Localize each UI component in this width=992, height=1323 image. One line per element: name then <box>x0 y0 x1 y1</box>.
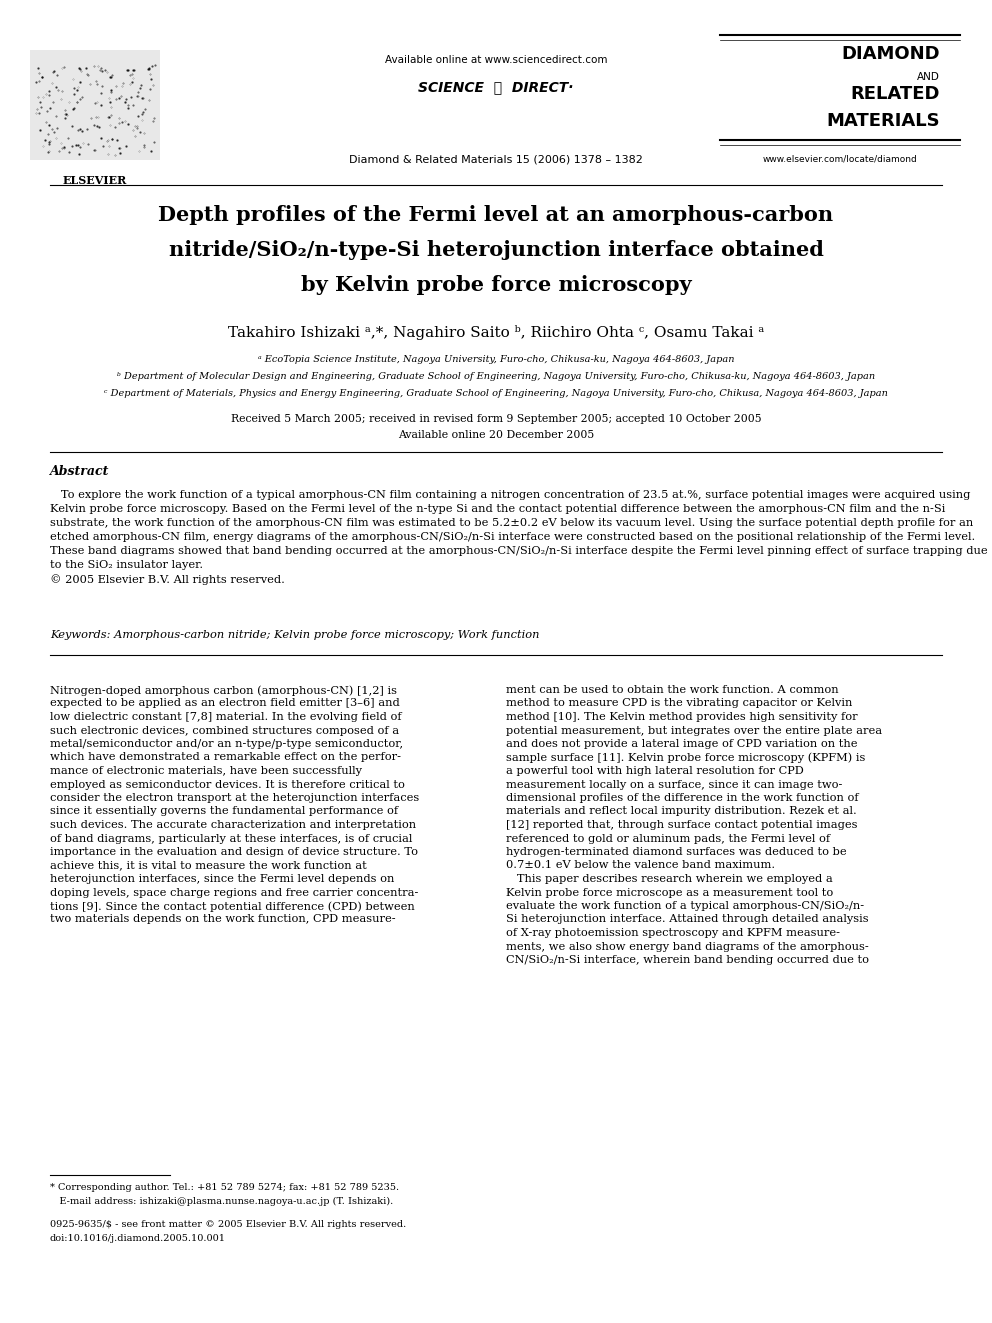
Text: of band diagrams, particularly at these interfaces, is of crucial: of band diagrams, particularly at these … <box>50 833 413 844</box>
Text: which have demonstrated a remarkable effect on the perfor-: which have demonstrated a remarkable eff… <box>50 753 401 762</box>
Text: and does not provide a lateral image of CPD variation on the: and does not provide a lateral image of … <box>506 740 857 749</box>
Text: hydrogen-terminated diamond surfaces was deduced to be: hydrogen-terminated diamond surfaces was… <box>506 847 846 857</box>
Text: referenced to gold or aluminum pads, the Fermi level of: referenced to gold or aluminum pads, the… <box>506 833 830 844</box>
Text: tions [9]. Since the contact potential difference (CPD) between: tions [9]. Since the contact potential d… <box>50 901 415 912</box>
Text: materials and reflect local impurity distribution. Rezek et al.: materials and reflect local impurity dis… <box>506 807 857 816</box>
Text: Nitrogen-doped amorphous carbon (amorphous-CN) [1,2] is: Nitrogen-doped amorphous carbon (amorpho… <box>50 685 397 696</box>
Text: such electronic devices, combined structures composed of a: such electronic devices, combined struct… <box>50 725 399 736</box>
Text: doping levels, space charge regions and free carrier concentra-: doping levels, space charge regions and … <box>50 888 419 897</box>
Text: This paper describes research wherein we employed a: This paper describes research wherein we… <box>506 875 832 884</box>
Text: potential measurement, but integrates over the entire plate area: potential measurement, but integrates ov… <box>506 725 882 736</box>
Text: CN/SiO₂/n-Si interface, wherein band bending occurred due to: CN/SiO₂/n-Si interface, wherein band ben… <box>506 955 869 964</box>
Text: Received 5 March 2005; received in revised form 9 September 2005; accepted 10 Oc: Received 5 March 2005; received in revis… <box>231 414 761 423</box>
Text: SCIENCE  ⓓ  DIRECT·: SCIENCE ⓓ DIRECT· <box>419 79 573 94</box>
Text: achieve this, it is vital to measure the work function at: achieve this, it is vital to measure the… <box>50 860 367 871</box>
Text: employed as semiconductor devices. It is therefore critical to: employed as semiconductor devices. It is… <box>50 779 405 790</box>
Text: Kelvin probe force microscope as a measurement tool to: Kelvin probe force microscope as a measu… <box>506 888 833 897</box>
Text: 0.7±0.1 eV below the valence band maximum.: 0.7±0.1 eV below the valence band maximu… <box>506 860 775 871</box>
Text: To explore the work function of a typical amorphous-CN film containing a nitroge: To explore the work function of a typica… <box>50 490 988 585</box>
Text: Available online at www.sciencedirect.com: Available online at www.sciencedirect.co… <box>385 56 607 65</box>
Text: importance in the evaluation and design of device structure. To: importance in the evaluation and design … <box>50 847 418 857</box>
Text: AND: AND <box>918 71 940 82</box>
FancyBboxPatch shape <box>30 50 160 160</box>
Text: ᶜ Department of Materials, Physics and Energy Engineering, Graduate School of En: ᶜ Department of Materials, Physics and E… <box>104 389 888 398</box>
Text: RELATED: RELATED <box>850 85 940 103</box>
Text: Available online 20 December 2005: Available online 20 December 2005 <box>398 430 594 441</box>
Text: by Kelvin probe force microscopy: by Kelvin probe force microscopy <box>301 275 691 295</box>
Text: measurement locally on a surface, since it can image two-: measurement locally on a surface, since … <box>506 779 842 790</box>
Text: ᵇ Department of Molecular Design and Engineering, Graduate School of Engineering: ᵇ Department of Molecular Design and Eng… <box>117 372 875 381</box>
Text: 0925-9635/$ - see front matter © 2005 Elsevier B.V. All rights reserved.: 0925-9635/$ - see front matter © 2005 El… <box>50 1220 407 1229</box>
Text: metal/semiconductor and/or an n-type/p-type semiconductor,: metal/semiconductor and/or an n-type/p-t… <box>50 740 403 749</box>
Text: dimensional profiles of the difference in the work function of: dimensional profiles of the difference i… <box>506 792 859 803</box>
Text: E-mail address: ishizaki@plasma.nunse.nagoya-u.ac.jp (T. Ishizaki).: E-mail address: ishizaki@plasma.nunse.na… <box>50 1197 393 1207</box>
Text: DIAMOND: DIAMOND <box>841 45 940 64</box>
Text: evaluate the work function of a typical amorphous-CN/SiO₂/n-: evaluate the work function of a typical … <box>506 901 864 912</box>
Text: Depth profiles of the Fermi level at an amorphous-carbon: Depth profiles of the Fermi level at an … <box>159 205 833 225</box>
Text: low dielectric constant [7,8] material. In the evolving field of: low dielectric constant [7,8] material. … <box>50 712 402 722</box>
Text: such devices. The accurate characterization and interpretation: such devices. The accurate characterizat… <box>50 820 416 830</box>
Text: MATERIALS: MATERIALS <box>826 112 940 130</box>
Text: Diamond & Related Materials 15 (2006) 1378 – 1382: Diamond & Related Materials 15 (2006) 13… <box>349 155 643 165</box>
Text: Takahiro Ishizaki ᵃ,*, Nagahiro Saito ᵇ, Riichiro Ohta ᶜ, Osamu Takai ᵃ: Takahiro Ishizaki ᵃ,*, Nagahiro Saito ᵇ,… <box>228 325 764 340</box>
Text: expected to be applied as an electron field emitter [3–6] and: expected to be applied as an electron fi… <box>50 699 400 709</box>
Text: nitride/SiO₂/n-type-Si heterojunction interface obtained: nitride/SiO₂/n-type-Si heterojunction in… <box>169 239 823 261</box>
Text: heterojunction interfaces, since the Fermi level depends on: heterojunction interfaces, since the Fer… <box>50 875 395 884</box>
Text: Keywords: Amorphous-carbon nitride; Kelvin probe force microscopy; Work function: Keywords: Amorphous-carbon nitride; Kelv… <box>50 630 540 640</box>
Text: ᵃ EcoTopia Science Institute, Nagoya University, Furo-cho, Chikusa-ku, Nagoya 46: ᵃ EcoTopia Science Institute, Nagoya Uni… <box>258 355 734 364</box>
Text: ment can be used to obtain the work function. A common: ment can be used to obtain the work func… <box>506 685 838 695</box>
Text: two materials depends on the work function, CPD measure-: two materials depends on the work functi… <box>50 914 396 925</box>
Text: ELSEVIER: ELSEVIER <box>62 175 127 187</box>
Text: * Corresponding author. Tel.: +81 52 789 5274; fax: +81 52 789 5235.: * Corresponding author. Tel.: +81 52 789… <box>50 1183 399 1192</box>
Text: Abstract: Abstract <box>50 464 109 478</box>
Text: a powerful tool with high lateral resolution for CPD: a powerful tool with high lateral resolu… <box>506 766 804 777</box>
Text: consider the electron transport at the heterojunction interfaces: consider the electron transport at the h… <box>50 792 420 803</box>
Text: www.elsevier.com/locate/diamond: www.elsevier.com/locate/diamond <box>763 155 918 164</box>
Text: ments, we also show energy band diagrams of the amorphous-: ments, we also show energy band diagrams… <box>506 942 869 951</box>
Text: method [10]. The Kelvin method provides high sensitivity for: method [10]. The Kelvin method provides … <box>506 712 858 722</box>
Text: sample surface [11]. Kelvin probe force microscopy (KPFM) is: sample surface [11]. Kelvin probe force … <box>506 753 865 763</box>
Text: Si heterojunction interface. Attained through detailed analysis: Si heterojunction interface. Attained th… <box>506 914 869 925</box>
Text: since it essentially governs the fundamental performance of: since it essentially governs the fundame… <box>50 807 398 816</box>
Text: [12] reported that, through surface contact potential images: [12] reported that, through surface cont… <box>506 820 857 830</box>
Text: of X-ray photoemission spectroscopy and KPFM measure-: of X-ray photoemission spectroscopy and … <box>506 927 840 938</box>
Text: mance of electronic materials, have been successfully: mance of electronic materials, have been… <box>50 766 362 777</box>
Text: doi:10.1016/j.diamond.2005.10.001: doi:10.1016/j.diamond.2005.10.001 <box>50 1234 226 1244</box>
Text: method to measure CPD is the vibrating capacitor or Kelvin: method to measure CPD is the vibrating c… <box>506 699 852 709</box>
